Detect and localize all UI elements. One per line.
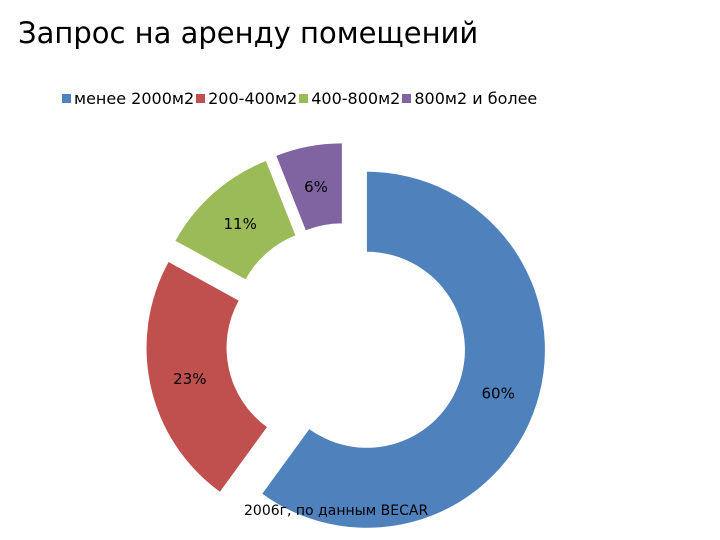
legend-label: 200-400м2 — [208, 89, 298, 108]
legend-swatch — [402, 94, 412, 103]
doughnut-slice — [146, 262, 267, 492]
legend-swatch — [299, 94, 309, 103]
doughnut-slice — [262, 171, 545, 528]
data-label: 23% — [173, 370, 206, 388]
legend-label: 400-800м2 — [311, 89, 401, 108]
source-note: 2006г, по данным BECAR — [244, 503, 429, 519]
legend-item: 800м2 и более — [402, 89, 539, 108]
chart-title: Запрос на аренду помещений — [18, 16, 479, 50]
data-label: 60% — [481, 384, 514, 402]
data-label: 11% — [224, 215, 257, 233]
legend-swatch — [196, 94, 206, 103]
doughnut-slice — [276, 143, 342, 231]
legend-label: 800м2 и более — [414, 89, 538, 108]
legend-item: 400-800м2 — [299, 89, 402, 108]
legend-item: менее 2000м2 — [62, 89, 196, 108]
doughnut-slice — [175, 160, 296, 280]
data-label: 6% — [304, 178, 328, 196]
legend-item: 200-400м2 — [196, 89, 299, 108]
legend-label: менее 2000м2 — [74, 89, 195, 108]
chart-legend: менее 2000м2 200-400м2 400-800м2 800м2 и бо… — [62, 89, 539, 108]
legend-swatch — [62, 94, 71, 103]
